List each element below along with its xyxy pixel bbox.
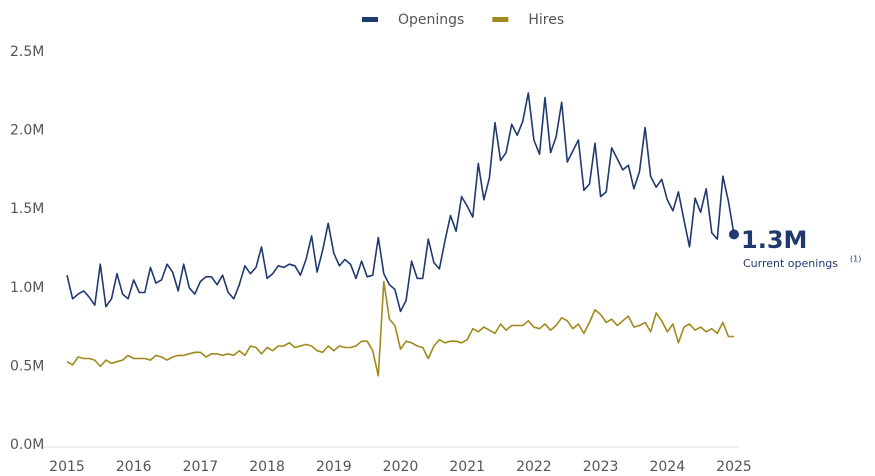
x-tick-label: 2015	[49, 459, 85, 475]
x-tick-label: 2023	[583, 459, 619, 475]
y-tick-label: 2.0M	[10, 123, 44, 139]
y-tick-label: 1.5M	[10, 201, 44, 217]
legend-label: Hires	[528, 12, 564, 28]
annotation-text: Current openings	[743, 257, 838, 270]
x-tick-label: 2019	[316, 459, 352, 475]
x-tick-label: 2022	[516, 459, 552, 475]
y-tick-label: 0.0M	[10, 437, 44, 453]
y-tick-label: 1.0M	[10, 280, 44, 296]
x-tick-label: 2020	[383, 459, 419, 475]
y-tick-label: 0.5M	[10, 358, 44, 374]
annotation-note: (1)	[850, 255, 861, 264]
line-openings	[66, 92, 735, 313]
line-hires	[66, 280, 734, 377]
legend-label: Openings	[398, 12, 464, 28]
current-point	[729, 229, 739, 240]
x-tick-label: 2025	[716, 459, 752, 475]
legend-swatch	[362, 17, 378, 22]
x-tick-label: 2018	[249, 459, 285, 475]
annotation-value: 1.3M	[741, 226, 807, 254]
legend-swatch	[492, 17, 509, 22]
x-tick-label: 2016	[116, 459, 152, 475]
x-tick-label: 2017	[183, 459, 219, 475]
x-tick-label: 2024	[649, 459, 685, 475]
y-tick-label: 2.5M	[10, 44, 44, 60]
x-tick-label: 2021	[449, 459, 485, 475]
